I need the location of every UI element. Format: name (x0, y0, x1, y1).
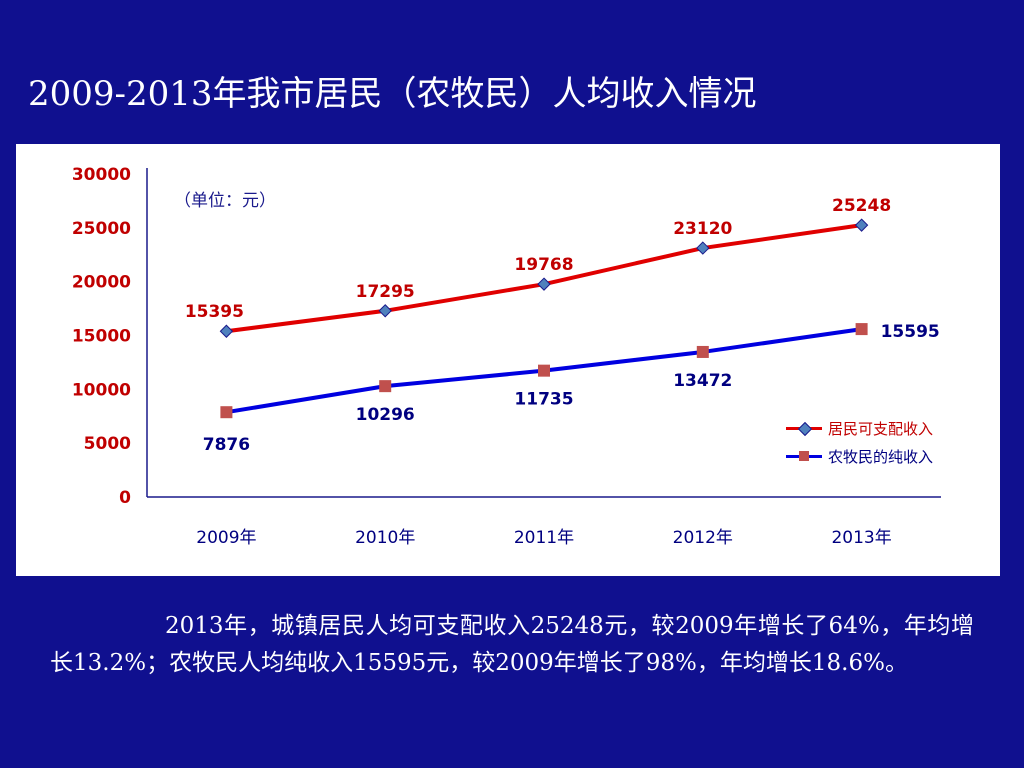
x-tick-label: 2010年 (355, 528, 415, 548)
legend-swatch-series-2 (786, 449, 822, 463)
data-point-diamond (537, 277, 551, 291)
data-label: 11735 (514, 390, 573, 410)
data-label: 15595 (881, 322, 940, 342)
legend-item-series-2: 农牧民的纯收入 (786, 442, 933, 470)
data-label: 7876 (203, 435, 250, 455)
y-tick-label: 15000 (72, 327, 131, 347)
y-tick-label: 30000 (72, 165, 131, 185)
legend-item-series-1: 居民可支配收入 (786, 414, 933, 442)
unit-label: （单位：元） (174, 191, 276, 211)
data-label: 10296 (356, 405, 415, 425)
x-tick-label: 2012年 (673, 528, 733, 548)
chart-area: 30000 25000 20000 15000 10000 5000 0 2009年 2010年… (16, 144, 1000, 576)
data-point-square (220, 406, 233, 419)
line-chart: 30000 25000 20000 15000 10000 5000 0 2009年 2010年… (72, 165, 941, 548)
data-label: 17295 (356, 282, 415, 302)
y-tick-label: 25000 (72, 219, 131, 239)
x-tick-label: 2009年 (196, 528, 256, 548)
data-label: 15395 (185, 302, 244, 322)
x-tick-label: 2011年 (514, 528, 574, 548)
legend-label-series-2: 农牧民的纯收入 (828, 447, 934, 466)
data-point-diamond (696, 241, 710, 255)
data-point-diamond (854, 218, 869, 232)
x-tick-label: 2013年 (831, 528, 891, 548)
data-label: 25248 (832, 196, 891, 216)
data-point-diamond (219, 324, 234, 338)
data-point-diamond (378, 304, 392, 318)
data-point-square (538, 364, 550, 377)
y-tick-label: 20000 (72, 273, 131, 293)
data-point-square (379, 380, 392, 393)
slide-title: 2009-2013年我市居民（农牧民）人均收入情况 (28, 74, 757, 114)
chart-legend: 居民可支配收入 农牧民的纯收入 (786, 414, 933, 470)
data-label: 23120 (673, 219, 732, 239)
data-point-square (696, 345, 709, 358)
data-point-square (855, 323, 868, 336)
data-label: 19768 (514, 255, 573, 275)
summary-text: 2013年，城镇居民人均可支配收入25248元，较2009年增长了64%，年均增… (50, 613, 974, 676)
y-tick-label: 5000 (84, 434, 131, 454)
legend-swatch-series-1 (786, 421, 822, 437)
y-tick-label: 10000 (72, 380, 131, 400)
y-tick-label: 0 (119, 488, 131, 508)
data-label: 13472 (673, 371, 732, 391)
legend-label-series-1: 居民可支配收入 (828, 419, 934, 438)
